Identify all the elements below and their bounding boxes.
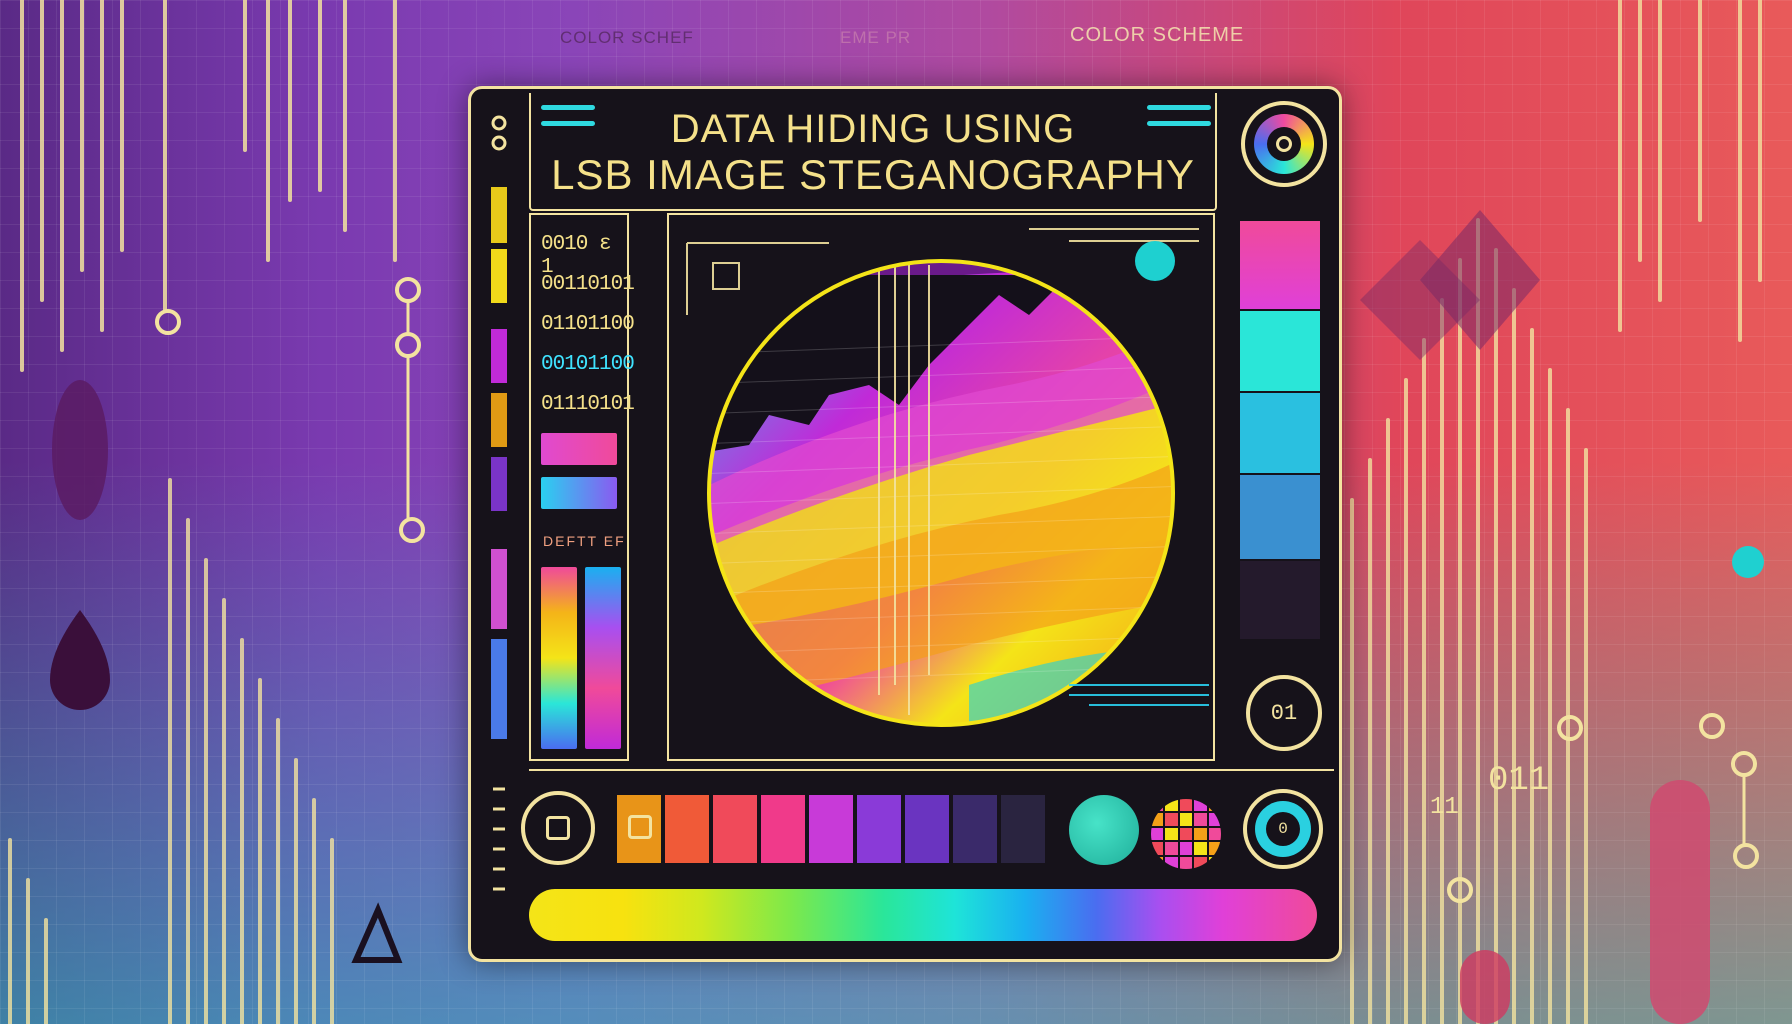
binary-row: 0010 ε 1 (541, 233, 612, 279)
palette-swatch[interactable] (713, 795, 757, 863)
header-fragment-label: EME PR (840, 28, 912, 47)
palette-swatch[interactable] (905, 795, 949, 863)
color-channel-strip: 01 (1226, 213, 1334, 761)
ring-button-icon[interactable]: 0 (1243, 789, 1323, 869)
palette-swatch[interactable] (761, 795, 805, 863)
accent-bar (541, 105, 595, 110)
color-scheme-label-left: COLOR SCHEF (560, 28, 694, 47)
palette-swatch[interactable] (665, 795, 709, 863)
title-panel: DATA HIDING USING LSB IMAGE STEGANOGRAPH… (529, 93, 1217, 211)
gradient-swatch (541, 567, 577, 749)
color-swatch (541, 477, 617, 509)
pixel-grid-icon[interactable] (1151, 799, 1221, 869)
triangle-icon (351, 902, 403, 963)
bit-toggle-knob[interactable]: 01 (1246, 675, 1322, 751)
accent-bar (541, 121, 595, 126)
target-ring-icon[interactable] (1241, 101, 1327, 187)
palette-swatch[interactable] (953, 795, 997, 863)
binary-row: 00101100 (541, 353, 635, 376)
bit-toggle-value: 01 (1270, 700, 1298, 726)
color-spectrum-slider[interactable] (529, 889, 1317, 941)
accent-bar (1147, 121, 1211, 126)
color-scheme-label-right: COLOR SCHEME (1070, 24, 1245, 46)
square-button-icon[interactable] (521, 791, 595, 865)
channel-swatch (1240, 393, 1320, 473)
palette-swatch[interactable] (809, 795, 853, 863)
palette-swatch[interactable] (617, 795, 661, 863)
channel-swatch (1240, 221, 1320, 309)
cover-image-viewport[interactable] (667, 213, 1215, 761)
left-rail (491, 115, 507, 891)
channel-swatch (1240, 311, 1320, 391)
title-line-1: DATA HIDING USING (670, 107, 1076, 151)
binary-row: 01101100 (541, 313, 635, 336)
cover-image-canvas (686, 228, 1209, 727)
background-digits: 011 (1488, 762, 1550, 800)
palette-swatch[interactable] (1001, 795, 1045, 863)
background-digits-small: 11 (1430, 794, 1459, 821)
gradient-swatch (585, 567, 621, 749)
depth-label: DEFTT EF (543, 533, 626, 549)
binary-row: 00110101 (541, 273, 635, 296)
divider (529, 769, 1334, 771)
binary-row: 01110101 (541, 393, 635, 416)
teal-indicator-icon[interactable] (1069, 795, 1139, 865)
ring-button-value: 0 (1278, 820, 1288, 838)
palette-row (617, 795, 1045, 863)
binary-data-panel: 0010 ε 1 00110101 01101100 00101100 0111… (529, 213, 635, 761)
accent-bar (1147, 105, 1211, 110)
steganography-window: DATA HIDING USING LSB IMAGE STEGANOGRAPH… (468, 86, 1342, 962)
color-swatch (541, 433, 617, 465)
palette-swatch[interactable] (857, 795, 901, 863)
title-line-2: LSB IMAGE STEGANOGRAPHY (551, 151, 1195, 198)
channel-swatch (1240, 561, 1320, 639)
channel-swatch (1240, 475, 1320, 559)
